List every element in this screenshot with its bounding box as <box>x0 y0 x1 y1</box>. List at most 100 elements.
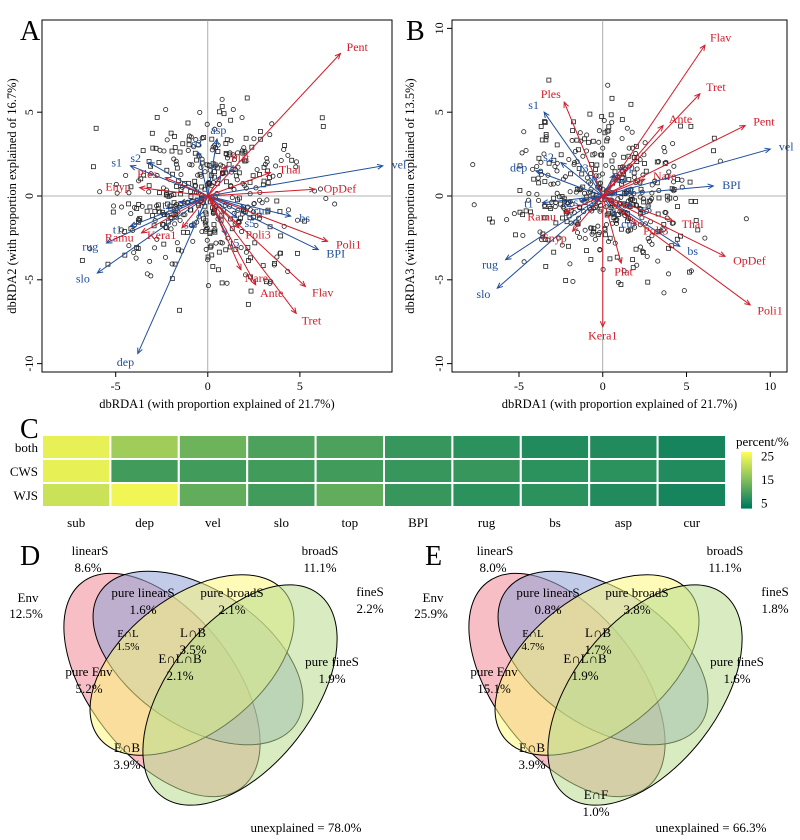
env-vector: Plat <box>602 195 634 279</box>
sample-point <box>209 252 215 258</box>
sample-point <box>151 223 157 229</box>
sample-point <box>270 173 276 179</box>
legend-gradient-step <box>741 456 752 459</box>
sample-point <box>591 226 597 232</box>
sample-point <box>711 148 716 154</box>
sample-point <box>593 166 599 172</box>
heatmap-cell <box>588 434 659 460</box>
species-vector-arrowhead <box>129 165 137 171</box>
sample-point <box>568 220 574 226</box>
sample-point <box>576 166 582 171</box>
sample-point <box>520 232 526 238</box>
sample-point <box>197 171 203 177</box>
env-vector-label: Enyp <box>541 231 566 245</box>
sample-point <box>263 279 269 285</box>
species-vector: rug <box>482 195 604 272</box>
sample-point <box>618 226 624 232</box>
env-vector-label: Poli1 <box>336 237 361 251</box>
sample-point <box>645 279 651 285</box>
sample-point <box>634 166 640 172</box>
species-vector-label: t2 <box>162 198 171 212</box>
sample-point <box>224 280 230 286</box>
sample-point <box>599 171 605 177</box>
sample-point <box>536 155 542 161</box>
heatmap-cell <box>109 458 180 484</box>
sample-point <box>517 209 523 215</box>
env-vector: Ante <box>207 195 283 300</box>
sample-point <box>189 162 195 168</box>
legend-gradient-step <box>741 498 752 501</box>
legend-gradient-step <box>741 454 752 457</box>
sample-point <box>603 232 608 238</box>
sample-point <box>204 121 210 127</box>
species-vector-arrowhead <box>105 238 113 244</box>
sample-point <box>600 145 606 151</box>
sample-point <box>607 256 613 262</box>
env-vector-label: Kera1 <box>147 228 176 242</box>
env-vector-label: Thal <box>682 217 705 231</box>
sample-point <box>226 161 232 167</box>
sample-point <box>126 201 131 207</box>
sample-point <box>223 247 229 253</box>
legend-title: percent/% <box>736 434 789 449</box>
sample-point <box>644 253 650 259</box>
species-vector: vel <box>207 157 407 197</box>
env-vector-label: Poli3 <box>643 223 668 237</box>
env-vector: Poli1 <box>602 195 783 317</box>
sample-point <box>630 265 636 271</box>
species-vector-arrowhead <box>96 267 104 274</box>
sample-point <box>174 240 180 246</box>
sample-point <box>253 222 259 228</box>
sample-point <box>542 120 548 125</box>
sample-point <box>643 221 649 227</box>
sample-point <box>579 171 585 177</box>
set-value-fine: 1.8% <box>761 601 788 616</box>
sample-point <box>520 212 526 218</box>
species-vector: cur <box>602 195 636 231</box>
heatmap-cell <box>451 482 522 508</box>
sample-point <box>641 199 647 205</box>
species-vector: bs <box>207 195 310 225</box>
sample-point <box>631 170 637 176</box>
sample-point <box>601 117 607 123</box>
region-e-b-value: 3.9% <box>113 757 140 772</box>
heatmap-column-label: BPI <box>408 515 428 530</box>
species-vector: dep <box>510 161 603 197</box>
region-e-f-value: 1.0% <box>582 804 609 819</box>
sample-point <box>201 135 207 140</box>
env-vector-label: Tret <box>706 80 726 94</box>
species-vector: s2 <box>543 150 604 197</box>
sample-point <box>212 226 218 232</box>
y-tick-label: 0 <box>22 193 36 199</box>
sample-point <box>569 138 575 144</box>
sample-point <box>302 218 307 224</box>
env-vector: Enyp <box>105 180 208 197</box>
sample-point <box>655 229 661 235</box>
sample-point <box>535 175 541 181</box>
sample-point <box>163 192 169 198</box>
region-e-b-value: 3.9% <box>518 757 545 772</box>
sample-point <box>621 268 627 274</box>
region-e-b-label: E∩B <box>519 740 545 755</box>
env-vector-label: Ples <box>137 167 157 181</box>
sample-point <box>570 278 576 284</box>
set-value-linear: 8.0% <box>479 560 506 575</box>
sample-point <box>235 207 241 213</box>
sample-point <box>243 185 249 191</box>
sample-point <box>588 257 594 262</box>
sample-point <box>188 222 194 228</box>
sample-point <box>645 203 651 209</box>
species-vector-label: t4 <box>625 183 634 197</box>
env-vector: Ante <box>602 112 692 197</box>
heatmap-cell <box>246 434 317 460</box>
sample-point <box>470 162 476 168</box>
x-tick-label: -5 <box>111 379 121 393</box>
sample-point <box>619 117 625 122</box>
sample-point <box>207 244 213 250</box>
sample-point <box>554 168 560 174</box>
sample-point <box>541 151 547 157</box>
species-vector-line <box>602 148 771 197</box>
sample-point <box>223 141 229 146</box>
venn-ellipse-fine <box>547 584 743 806</box>
